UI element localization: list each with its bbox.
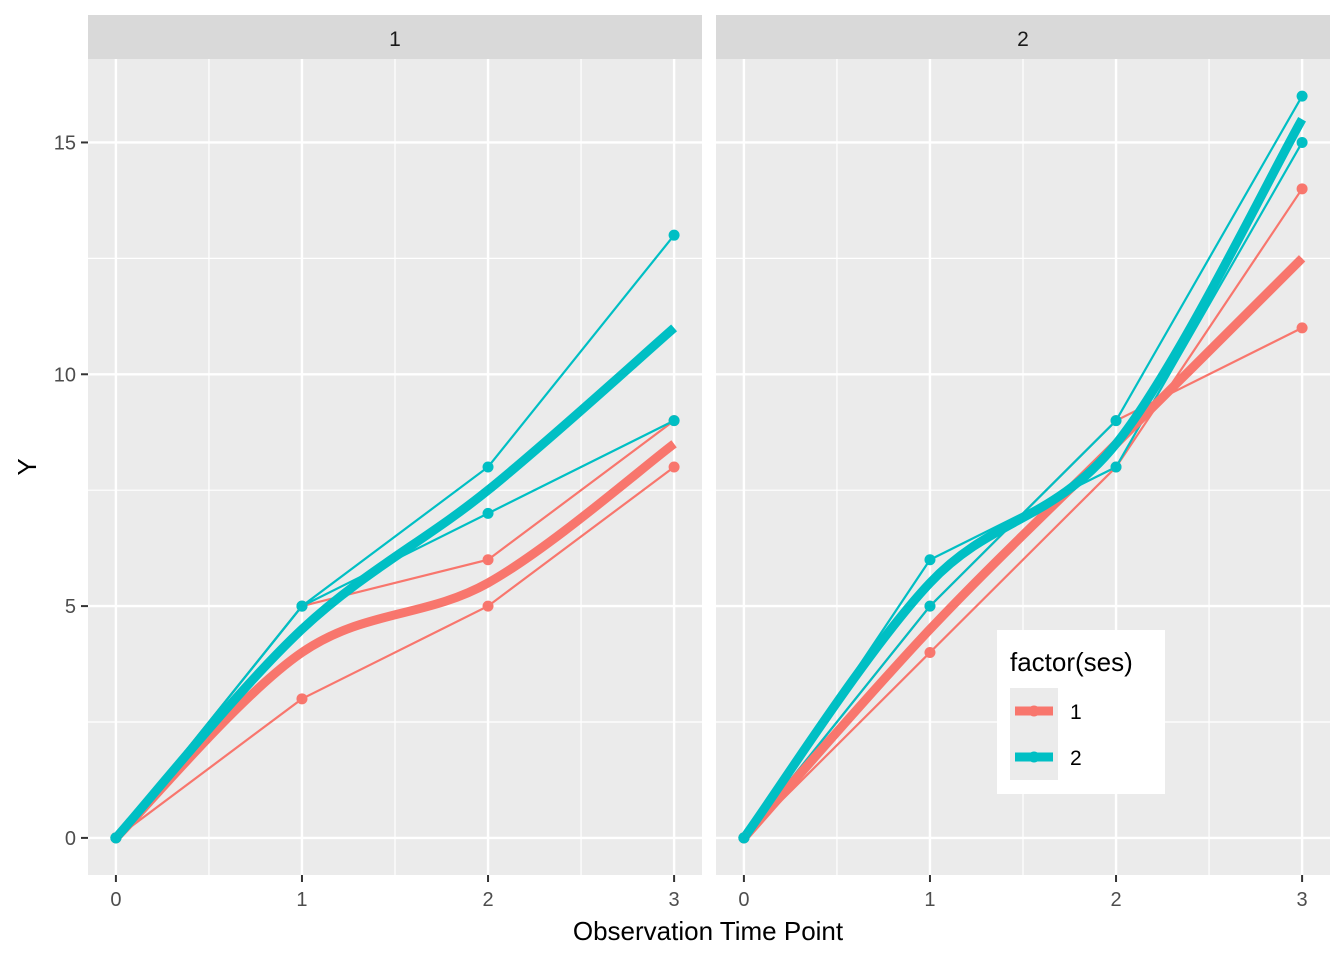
individual-line-ses1 [743,188,1304,839]
data-point-ses2 [668,229,680,241]
y-axis: 0 5 10 15 [54,132,88,850]
data-point-ses2 [1110,415,1122,427]
individual-line-ses1 [115,466,675,839]
x-axis-title: Observation Time Point [573,916,844,946]
x-tick-label: 0 [110,889,121,911]
legend: factor(ses) 12 [997,630,1165,794]
data-point-ses2 [738,832,750,844]
legend-entry-label: 1 [1070,701,1082,724]
data-point-ses1 [482,600,494,612]
legend-key-point [1028,751,1040,763]
mean-curve-ses2 [112,324,678,841]
y-tick-label: 0 [65,828,76,850]
data-point-ses2 [924,554,936,566]
data-point-ses1 [1296,322,1308,334]
y-axis-title: Y [12,458,42,475]
x-axes: 0 1 2 3 0 1 2 3 [110,875,1308,911]
x-tick-label: 3 [1297,889,1308,911]
facet-strip [88,15,702,59]
data-point-ses1 [924,646,936,658]
x-tick-label: 1 [924,889,935,911]
legend-key-point [1028,705,1040,717]
data-point-ses2 [924,600,936,612]
mean-curve-ses2 [740,117,1306,841]
data-point-ses2 [482,507,494,519]
y-tick-label: 15 [54,132,76,154]
data-point-ses1 [1296,183,1308,195]
data-point-ses2 [110,832,122,844]
y-tick-label: 10 [54,364,76,386]
legend-entry-1: 1 [1010,688,1082,734]
facet-strip-label: 1 [389,28,401,51]
data-point-ses2 [668,415,680,427]
data-point-ses2 [296,600,308,612]
x-tick-label: 3 [669,889,680,911]
legend-title: factor(ses) [1010,647,1133,677]
data-point-ses2 [482,461,494,473]
data-point-ses2 [1110,461,1122,473]
legend-entry-2: 2 [1010,734,1082,780]
legend-entries: 12 [1010,688,1082,780]
x-tick-label: 2 [482,889,493,911]
mean-curve-ses1 [740,255,1306,841]
x-tick-label: 1 [296,889,307,911]
y-tick-label: 5 [65,596,76,618]
data-point-ses1 [668,461,680,473]
panel-1: 1 [88,15,702,875]
data-point-ses2 [1296,90,1308,102]
data-point-ses1 [296,693,308,705]
facet-strip [716,15,1330,59]
legend-entry-label: 2 [1070,747,1082,770]
facet-strip-label: 2 [1017,28,1029,51]
x-tick-label: 2 [1110,889,1121,911]
data-point-ses1 [482,554,494,566]
data-point-ses2 [1296,136,1308,148]
x-tick-label: 0 [738,889,749,911]
